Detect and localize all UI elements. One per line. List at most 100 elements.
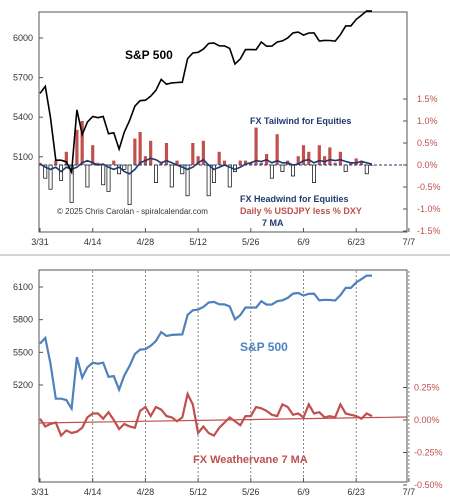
bottom-right-tick-label: 0.25%	[414, 383, 440, 393]
top-bar-negative	[364, 164, 369, 175]
top-y-tick-label: 6000	[13, 33, 33, 43]
top-bar-positive	[133, 138, 137, 165]
top-plot-frame	[38, 11, 408, 233]
top-bar-negative	[180, 164, 185, 175]
bottom-y-tick-label: 6100	[13, 282, 33, 292]
top-bar-negative	[117, 164, 121, 175]
top-bar-positive	[191, 143, 195, 165]
top-bar-positive	[254, 127, 258, 165]
top-y-tick-label: 5400	[13, 112, 33, 122]
top-y-ticks: 5100 5400 5700 6000	[13, 33, 43, 162]
top-bar-positive	[159, 162, 163, 165]
bottom-x-ticks: 3/31 4/14 4/28 5/12 5/26 6/9 6/23 7/7	[31, 478, 415, 497]
top-bar-positive	[91, 145, 95, 165]
top-bar-negative	[127, 164, 132, 205]
bottom-zero-line	[38, 416, 408, 424]
top-panel: 5100 5400 5700 6000 1.5% 1.0% 0.5% 0.0% -0.5% -1…	[13, 10, 441, 247]
top-bar-positive	[175, 160, 179, 165]
top-x-tick-label: 5/12	[189, 237, 207, 247]
top-bar-positive	[112, 160, 116, 165]
bottom-vertical-gridlines	[92, 271, 410, 482]
top-bar-positive	[238, 160, 242, 165]
bottom-plot-frame	[38, 269, 408, 483]
bottom-right-tick-label: 0.00%	[414, 415, 440, 425]
top-spx-line	[39, 10, 373, 176]
bottom-right-ticks: 0.25% 0.00% -0.25% -0.50%	[403, 383, 443, 490]
top-bar-positive	[164, 143, 169, 165]
top-bar-negative	[153, 164, 158, 183]
top-bar-positive	[75, 129, 79, 165]
top-x-tick-label: 5/26	[242, 237, 260, 247]
top-bar-positive	[259, 162, 263, 165]
top-bar-positive	[54, 160, 58, 165]
top-bar-positive	[333, 162, 337, 165]
top-right-tick-label: -0.5%	[417, 182, 441, 192]
bottom-x-tick-label: 4/28	[137, 487, 155, 497]
bottom-weathervane-line	[39, 390, 373, 438]
top-bar-positive	[328, 147, 332, 165]
bottom-y-ticks: 5200 5500 5800 6100	[13, 282, 43, 390]
top-headwind-label: FX Headwind for Equities	[240, 194, 349, 204]
top-right-tick-label: 0.5%	[417, 138, 438, 148]
top-tailwind-label: FX Tailwind for Equities	[250, 116, 351, 126]
top-ma-line	[39, 157, 373, 175]
top-bar-negative	[122, 164, 127, 170]
top-copyright: © 2025 Chris Carolan - spiralcalendar.co…	[57, 207, 208, 216]
top-bar-positive	[296, 156, 300, 165]
bottom-right-tick-label: -0.50%	[414, 480, 443, 490]
top-right-tick-label: -1.5%	[417, 226, 441, 236]
top-x-tick-label: 4/28	[137, 237, 155, 247]
top-bar-positive	[354, 158, 358, 165]
top-bar-negative	[291, 164, 295, 177]
bottom-y-tick-label: 5800	[13, 315, 33, 325]
top-bar-negative	[206, 164, 211, 197]
top-bar-positive	[138, 132, 142, 165]
bottom-spx-line	[39, 274, 373, 412]
bottom-x-tick-label: 7/7	[403, 487, 416, 497]
top-bar-positive	[201, 140, 205, 165]
bottom-x-tick-label: 5/26	[242, 487, 260, 497]
top-bar-positive	[307, 151, 311, 165]
top-bar-positive	[217, 151, 221, 165]
top-bar-positive	[149, 140, 153, 165]
top-bar-positive	[96, 162, 100, 165]
top-bar-negative	[85, 164, 90, 188]
top-bar-positive	[370, 165, 374, 166]
bottom-y-tick-label: 5500	[13, 347, 33, 357]
bottom-y-tick-label: 5200	[13, 380, 33, 390]
top-bar-positive	[249, 162, 253, 165]
top-bar-positive	[275, 134, 279, 165]
top-bar-positive	[64, 151, 68, 165]
bottom-spx-label: S&P 500	[240, 340, 288, 354]
bottom-x-tick-label: 5/12	[189, 487, 207, 497]
top-bar-negative	[101, 164, 106, 186]
top-bar-positive	[80, 121, 84, 165]
bottom-x-tick-label: 3/31	[31, 487, 49, 497]
top-x-tick-label: 4/14	[84, 237, 102, 247]
top-bar-positive	[317, 145, 321, 165]
top-bar-negative	[106, 164, 111, 192]
top-bar-negative	[185, 164, 190, 197]
top-bar-positive	[196, 156, 200, 165]
bottom-right-tick-label: -0.25%	[414, 448, 443, 458]
top-ma-label: 7 MA	[262, 218, 284, 228]
top-bar-positive	[243, 160, 248, 165]
top-bar-positive	[301, 145, 306, 165]
top-x-tick-label: 3/31	[31, 237, 49, 247]
top-x-tick-label: 6/23	[347, 237, 365, 247]
top-x-ticks: 3/31 4/14 4/28 5/12 5/26 6/9 6/23 7/7	[31, 228, 415, 247]
top-bar-negative	[269, 164, 274, 179]
top-x-tick-label: 6/9	[297, 237, 310, 247]
top-spx-label: S&P 500	[125, 48, 173, 62]
top-right-tick-label: 1.5%	[417, 94, 438, 104]
top-bar-positive	[359, 160, 364, 165]
bottom-x-tick-label: 4/14	[84, 487, 102, 497]
bottom-x-tick-label: 6/23	[347, 487, 365, 497]
top-bar-negative	[343, 164, 348, 172]
top-right-tick-label: 0.0%	[417, 160, 438, 170]
top-bar-positive	[338, 151, 342, 165]
bottom-weathervane-label: FX Weathervane 7 MA	[193, 454, 308, 466]
